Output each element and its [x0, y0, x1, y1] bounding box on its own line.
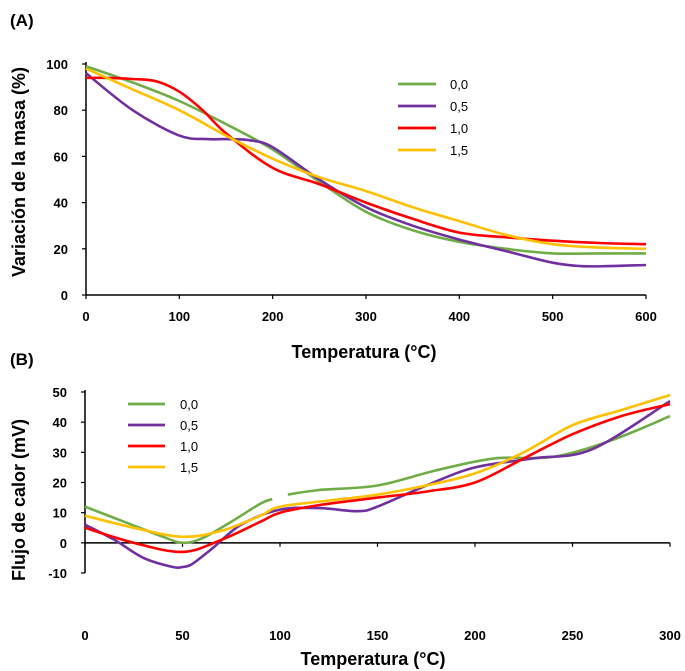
panel-a-x-tick-label: 0 [82, 309, 89, 324]
panel-a-series-line-0-5 [85, 72, 647, 268]
panel-b-y-axis-title: Flujo de calor (mV) [9, 419, 29, 581]
panel-a-legend-label-0-5: 0,5 [450, 99, 468, 114]
panel-b-x-tick-label: 250 [562, 628, 584, 643]
panel-a-y-axis-title: Variación de la masa (%) [9, 67, 29, 277]
panel-b-y-tick-label: 0 [60, 536, 67, 551]
panel-b-x-tick-label: 0 [81, 628, 88, 643]
panel-b-heat-flow-chart: (B) Temperatura (°C) Flujo de calor (mV)… [9, 350, 681, 669]
panel-b-x-tick-label: 50 [175, 628, 189, 643]
panel-b-x-tick-label: 100 [269, 628, 291, 643]
panel-a-x-axis-title: Temperatura (°C) [292, 342, 437, 362]
panel-a-y-tick-label: 40 [54, 196, 68, 211]
panel-a-x-tick-label: 400 [448, 309, 470, 324]
panel-a-x-tick-label: 100 [168, 309, 190, 324]
panel-b-series-line-1-0 [84, 402, 671, 554]
panel-a-y-tick-label: 20 [54, 242, 68, 257]
panel-a-label: (A) [10, 11, 34, 30]
panel-b-x-tick-label: 300 [659, 628, 681, 643]
panel-b-y-tick-label: -10 [48, 566, 67, 581]
panel-b-y-tick-label: 10 [53, 506, 67, 521]
panel-a-x-tick-label: 600 [635, 309, 657, 324]
panel-b-legend-label-0-5: 0,5 [180, 418, 198, 433]
panel-a-legend-label-1-5: 1,5 [450, 143, 468, 158]
panel-b-legend-label-1-5: 1,5 [180, 460, 198, 475]
panel-b-y-tick-label: 50 [53, 385, 67, 400]
panel-b-x-tick-label: 150 [367, 628, 389, 643]
panel-a-series-line-1-0 [85, 76, 647, 246]
panel-a-x-tick-label: 300 [355, 309, 377, 324]
panel-a-x-tick-label: 200 [262, 309, 284, 324]
panel-b-legend-label-0-0: 0,0 [180, 397, 198, 412]
panel-a-y-tick-label: 80 [54, 103, 68, 118]
panel-a-y-tick-label: 60 [54, 149, 68, 164]
panel-a-legend: 0,0 0,5 1,0 1,5 [398, 77, 468, 158]
panel-b-legend: 0,0 0,5 1,0 1,5 [128, 397, 198, 475]
panel-a-y-tick-label: 100 [46, 57, 68, 72]
panel-a-mass-variation-chart: (A) Temperatura (°C) Variación de la mas… [9, 11, 657, 362]
panel-a-legend-label-0-0: 0,0 [450, 77, 468, 92]
panel-b-x-axis-title: Temperatura (°C) [301, 649, 446, 669]
panel-b-label: (B) [10, 350, 34, 369]
panel-b-x-tick-label: 200 [464, 628, 486, 643]
panel-b-y-tick-label: 30 [53, 445, 67, 460]
panel-b-y-tick-label: 40 [53, 415, 67, 430]
panel-b-series-line-1-5 [84, 393, 671, 539]
panel-a-series-line-1-5 [85, 67, 647, 251]
panel-a-series-line-0-0 [85, 65, 646, 256]
panel-b-series-line-0-0-part-2 [287, 414, 671, 496]
panel-b-legend-label-1-0: 1,0 [180, 439, 198, 454]
panel-b-series-line-0-0-part-1 [84, 497, 273, 545]
panel-a-y-tick-label: 0 [61, 288, 68, 303]
panel-a-legend-label-1-0: 1,0 [450, 121, 468, 136]
panel-a-x-tick-label: 500 [542, 309, 564, 324]
panel-b-y-tick-label: 20 [53, 476, 67, 491]
